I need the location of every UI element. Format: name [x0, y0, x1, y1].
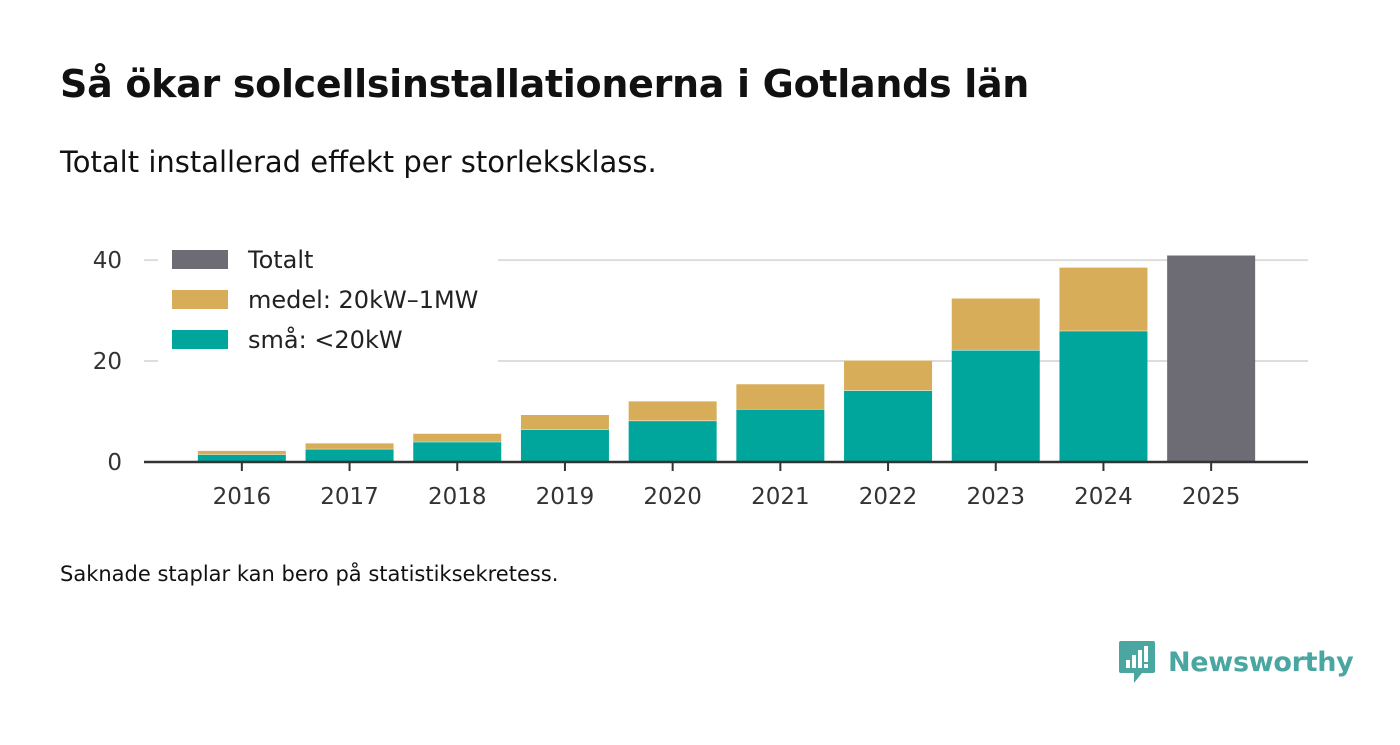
legend-label-small: små: <20kW — [248, 325, 403, 354]
bar-small-2022 — [844, 390, 933, 462]
legend-label-medium: medel: 20kW–1MW — [248, 286, 478, 314]
bar-medium-2019 — [520, 414, 609, 430]
x-tick-label: 2019 — [536, 484, 595, 510]
x-tick-label: 2022 — [859, 484, 918, 510]
legend-swatch-medium — [172, 290, 228, 309]
footnote: Saknade staplar kan bero på statistiksek… — [60, 562, 559, 586]
bar-medium-2016 — [197, 450, 286, 455]
bar-medium-2020 — [628, 400, 717, 421]
bar-medium-2024 — [1059, 267, 1148, 331]
x-tick-label: 2024 — [1074, 484, 1133, 510]
chart-title: Så ökar solcellsinstallationerna i Gotla… — [60, 62, 1030, 106]
bar-small-2020 — [628, 420, 717, 462]
y-tick-label: 20 — [93, 349, 122, 375]
bar-small-2024 — [1059, 330, 1148, 462]
brand-logo: Newsworthy — [1118, 640, 1354, 684]
bar-small-2021 — [736, 409, 825, 462]
bar-medium-2021 — [736, 383, 825, 409]
bar-small-2019 — [520, 429, 609, 462]
legend-label-total: Totalt — [247, 246, 313, 274]
bar-small-2023 — [951, 349, 1040, 462]
x-tick-label: 2021 — [751, 484, 810, 510]
legend-swatch-total — [172, 250, 228, 269]
legend: Totalt medel: 20kW–1MW små: <20kW — [158, 238, 498, 366]
bar-medium-2017 — [305, 442, 394, 449]
bar-medium-2022 — [844, 360, 933, 391]
x-tick-label: 2018 — [428, 484, 487, 510]
bar-small-2016 — [197, 454, 286, 462]
x-tick-label: 2025 — [1182, 484, 1241, 510]
y-tick-label: 0 — [107, 450, 122, 476]
axes: 0 20 40 2016 2017 2018 2019 2020 2021 2022 2023 202… — [93, 248, 1308, 510]
bar-total-2025 — [1167, 255, 1256, 462]
bar-medium-2018 — [413, 433, 502, 442]
y-tick-label: 40 — [93, 248, 122, 274]
chart-subtitle: Totalt installerad effekt per storlekskl… — [60, 145, 657, 179]
newsworthy-logo-icon — [1119, 641, 1155, 683]
bar-medium-2023 — [951, 297, 1040, 350]
bar-small-2018 — [413, 441, 502, 462]
x-tick-label: 2017 — [320, 484, 379, 510]
legend-swatch-small — [172, 330, 228, 349]
x-tick-label: 2023 — [966, 484, 1025, 510]
x-tick-label: 2016 — [213, 484, 272, 510]
brand-name: Newsworthy — [1168, 646, 1354, 678]
bars — [197, 254, 1256, 462]
bar-small-2017 — [305, 448, 394, 462]
x-tick-label: 2020 — [643, 484, 702, 510]
